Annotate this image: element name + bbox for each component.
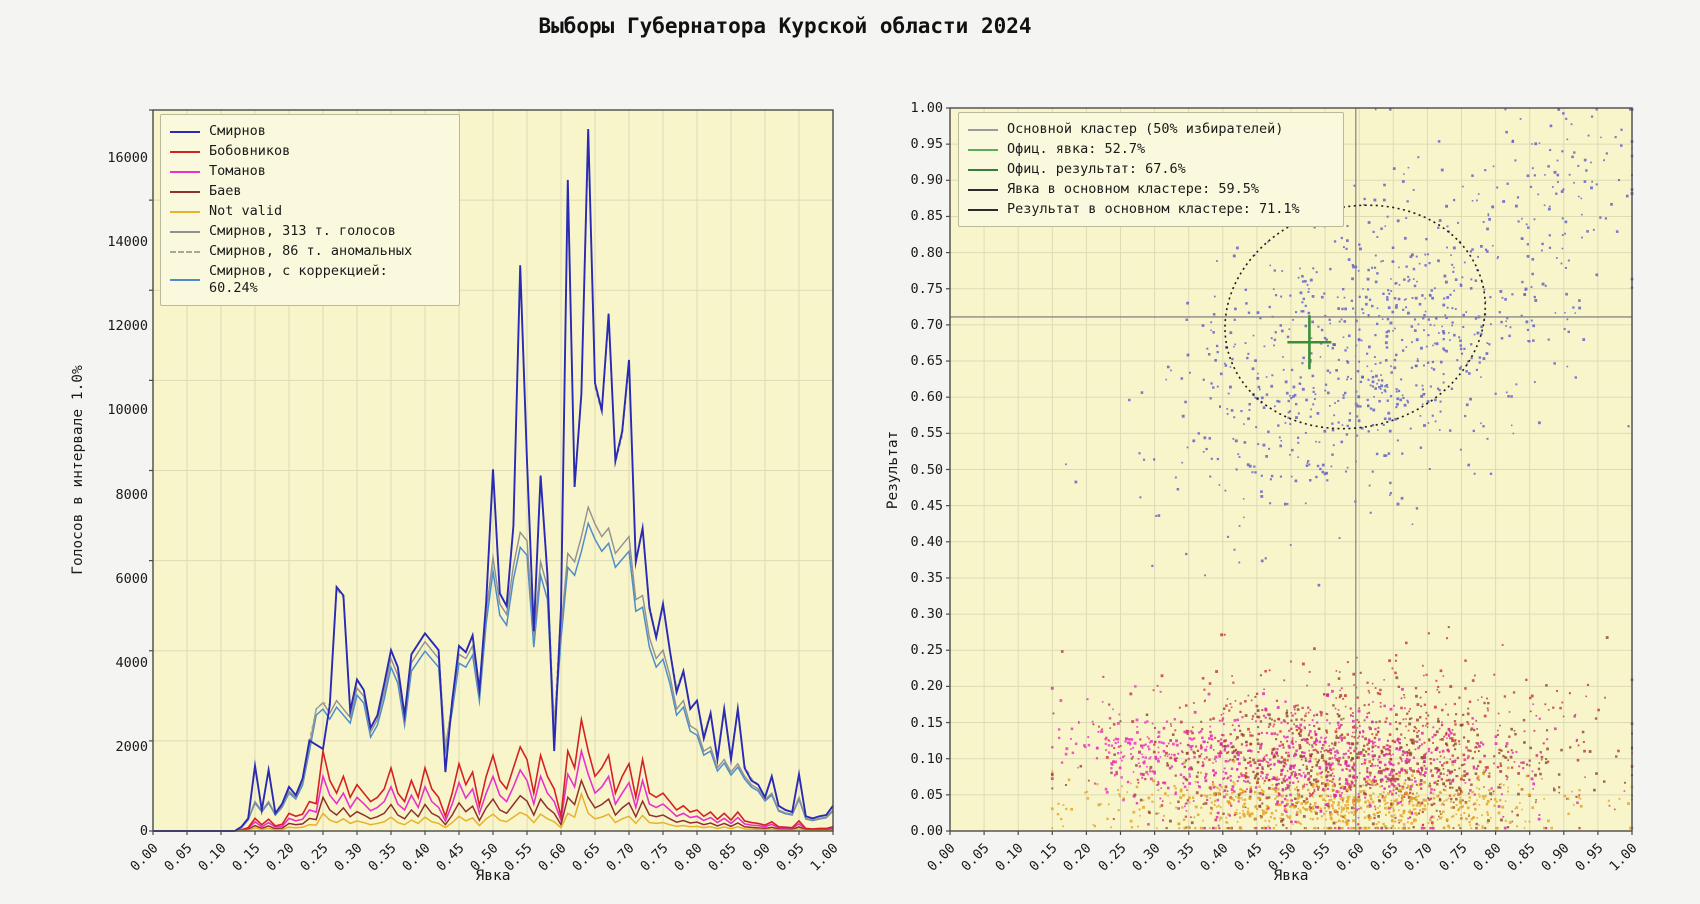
legend-item: Офиц. явка: 52.7% [968, 141, 1334, 158]
legend-item: Бобовников [170, 143, 450, 160]
right-x-axis-label: Явка [1273, 868, 1309, 884]
legend-item: Результат в основном кластере: 71.1% [968, 201, 1334, 218]
y-tick-label: 0.05 [910, 786, 943, 803]
y-tick-label: 4000 [115, 654, 148, 671]
y-tick-label: 0.40 [910, 533, 943, 550]
legend-label: Смирнов, с коррекцией: 60.24% [209, 263, 388, 296]
legend-item: Not valid [170, 203, 450, 220]
y-tick-label: 0.65 [910, 353, 943, 370]
legend-label: Смирнов, 313 т. голосов [209, 223, 396, 239]
y-tick-label: 1.00 [910, 100, 943, 116]
legend-label: Смирнов, 86 т. аномальных [209, 243, 413, 259]
y-tick-label: 0.95 [910, 136, 943, 153]
figure-title: Выборы Губернатора Курской области 2024 [538, 14, 1032, 38]
legend-label: Смирнов [209, 123, 266, 139]
legend-line-swatch [170, 170, 200, 173]
legend-line-swatch [968, 148, 998, 151]
y-tick-label: 0.00 [910, 823, 943, 839]
legend-item: Основной кластер (50% избирателей) [968, 121, 1334, 138]
legend-line-swatch [170, 210, 200, 213]
legend-label: Томанов [209, 163, 266, 179]
y-tick-label: 6000 [115, 570, 148, 587]
y-tick-label: 0.80 [910, 244, 943, 261]
legend-label: Результат в основном кластере: 71.1% [1007, 201, 1300, 217]
legend-label: Основной кластер (50% избирателей) [1007, 121, 1284, 137]
legend-line-swatch [968, 188, 998, 191]
legend-item: Явка в основном кластере: 59.5% [968, 181, 1334, 198]
legend-label: Бобовников [209, 143, 291, 159]
left-y-axis-label: Голосов в интервале 1.0% [70, 365, 86, 575]
legend-item: Баев [170, 183, 450, 200]
y-tick-label: 0.90 [910, 172, 943, 189]
y-tick-label: 0.45 [910, 497, 943, 514]
y-tick-label: 0.55 [910, 425, 943, 442]
legend-line-swatch [170, 279, 200, 281]
legend-item: Смирнов, 313 т. голосов [170, 223, 450, 240]
y-tick-label: 0.60 [910, 389, 943, 406]
y-tick-label: 0.25 [910, 642, 943, 659]
legend-line-swatch [170, 150, 200, 153]
y-tick-label: 0.20 [910, 678, 943, 695]
legend-label: Офиц. явка: 52.7% [1007, 141, 1146, 157]
legend-item: Смирнов [170, 123, 450, 140]
y-tick-label: 0.50 [910, 461, 943, 478]
y-tick-label: 16000 [107, 150, 148, 167]
legend-line-swatch [968, 208, 998, 211]
legend-line-swatch [170, 250, 200, 253]
y-tick-label: 0.35 [910, 569, 943, 586]
legend-label: Явка в основном кластере: 59.5% [1007, 181, 1259, 197]
legend-item: Смирнов, с коррекцией: 60.24% [170, 263, 450, 297]
legend-line-swatch [968, 168, 998, 171]
y-tick-label: 12000 [107, 318, 148, 335]
y-tick-label: 0.75 [910, 280, 943, 297]
y-tick-label: 0.30 [910, 606, 943, 623]
left-x-axis-label: Явка [475, 868, 511, 884]
y-tick-label: 0.70 [910, 316, 943, 333]
legend-label: Not valid [209, 203, 283, 219]
legend-item: Офиц. результат: 67.6% [968, 161, 1334, 178]
y-tick-label: 0 [139, 823, 148, 839]
legend-line-swatch [170, 230, 200, 233]
legend-item: Томанов [170, 163, 450, 180]
y-tick-label: 14000 [107, 234, 148, 251]
y-tick-label: 8000 [115, 486, 148, 503]
legend-line-swatch [968, 128, 998, 131]
y-tick-label: 2000 [115, 738, 148, 755]
y-tick-label: 0.85 [910, 208, 943, 225]
legend-label: Баев [209, 183, 242, 199]
left-chart-legend: Смирнов Бобовников Томанов Баев Not valid Сми… [160, 114, 460, 306]
legend-item: Смирнов, 86 т. аномальных [170, 243, 450, 260]
y-tick-label: 0.15 [910, 714, 943, 731]
legend-line-swatch [170, 190, 200, 193]
y-tick-label: 0.10 [910, 750, 943, 767]
legend-label: Офиц. результат: 67.6% [1007, 161, 1186, 177]
right-chart-legend: Основной кластер (50% избирателей) Офиц. … [958, 112, 1344, 227]
legend-line-swatch [170, 130, 200, 133]
y-tick-label: 10000 [107, 402, 148, 419]
